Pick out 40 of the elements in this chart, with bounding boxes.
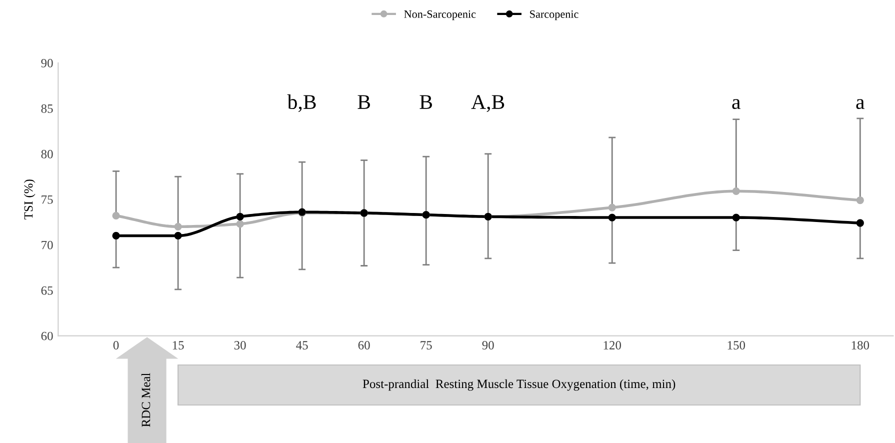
point — [236, 212, 244, 220]
y-tick-label: 65 — [41, 286, 53, 295]
point — [856, 219, 864, 227]
x-tick-label: 150 — [728, 341, 746, 350]
annotation: B — [358, 95, 370, 109]
point — [174, 232, 182, 240]
point — [112, 232, 120, 240]
annotation: A,B — [471, 95, 504, 112]
legend-label: Non-Sarcopenic — [404, 10, 476, 20]
x-axis-title: Post-prandial Resting Muscle Tissue Oxygenation (time, min) — [362, 379, 676, 391]
y-tick-label: 60 — [41, 332, 53, 340]
x-tick-label: 0 — [113, 341, 119, 350]
point — [236, 220, 244, 228]
y-axis-title: TSI (%) — [24, 180, 36, 220]
y-tick-label: 85 — [41, 104, 53, 113]
x-tick-label: 30 — [234, 341, 246, 350]
point — [174, 222, 182, 230]
x-tick-label: 120 — [604, 341, 622, 350]
x-tick-label: 75 — [420, 341, 432, 350]
y-tick-label: 80 — [41, 150, 53, 158]
x-tick-label: 90 — [482, 341, 494, 350]
x-tick-label: 15 — [172, 341, 184, 350]
x-tick-label: 180 — [852, 341, 870, 350]
annotation: B — [420, 95, 432, 109]
point — [608, 204, 616, 212]
legend-label: Sarcopenic — [530, 10, 578, 20]
y-tick-label: 90 — [41, 58, 53, 68]
y-tick-label: 75 — [42, 196, 53, 204]
point — [732, 187, 740, 195]
point — [856, 196, 864, 204]
point — [732, 214, 740, 222]
point — [608, 214, 616, 222]
x-tick-label: 60 — [358, 341, 370, 350]
y-tick-label: 70 — [42, 240, 53, 250]
annotation: b,B — [287, 94, 316, 112]
annotation: a — [732, 99, 740, 110]
x-tick-label: 45 — [296, 341, 308, 350]
point — [112, 212, 120, 220]
text: RDC Meal — [141, 372, 150, 427]
annotation: a — [856, 99, 864, 110]
